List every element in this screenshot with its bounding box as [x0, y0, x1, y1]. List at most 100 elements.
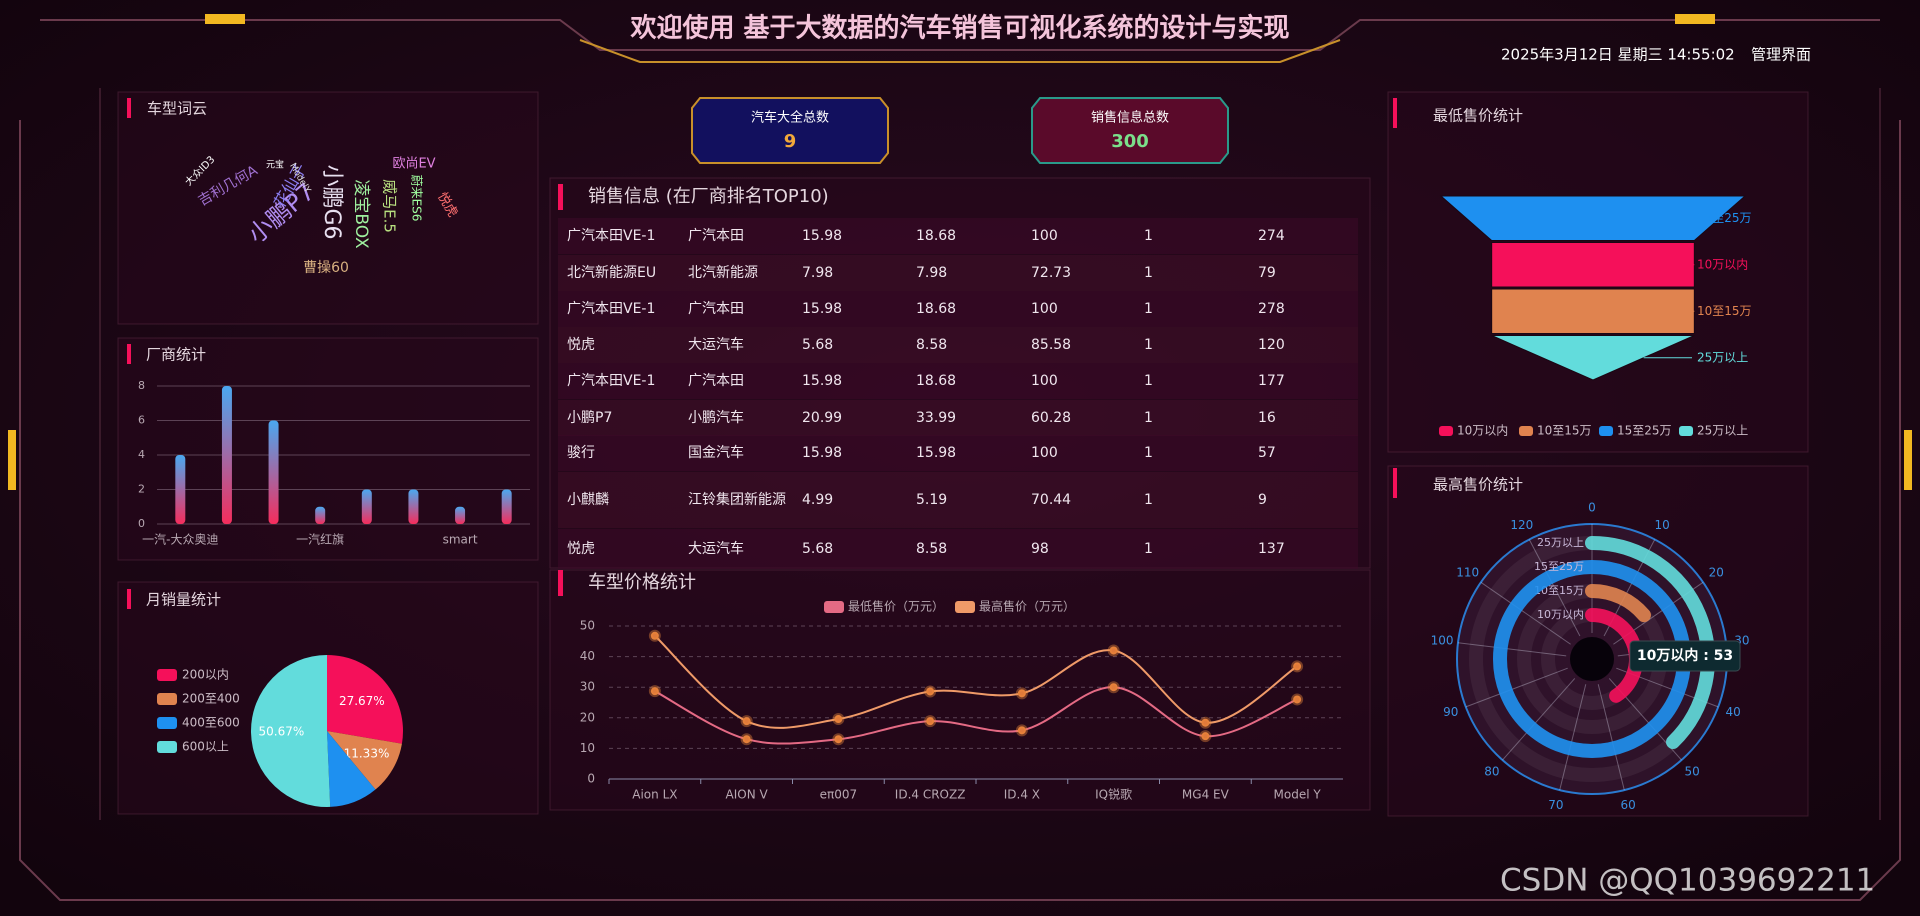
y-tick-label: 0 — [138, 517, 145, 530]
table-cell: 小麒麟 — [567, 492, 609, 508]
counter-box — [1031, 97, 1229, 164]
angle-tick-label: 70 — [1548, 798, 1563, 812]
table-cell: 1 — [1144, 265, 1153, 281]
panel-title: 最高售价统计 — [1433, 476, 1523, 494]
legend-label: 25万以上 — [1697, 424, 1748, 438]
legend-swatch — [1439, 426, 1453, 436]
legend-swatch — [1679, 426, 1693, 436]
pie-slice — [250, 655, 331, 807]
table-cell: 骏行 — [567, 445, 595, 461]
funnel-label: 15至25万 — [1697, 211, 1752, 225]
funnel-label: 10万以内 — [1697, 257, 1748, 271]
table-cell: 大运汽车 — [688, 336, 744, 353]
table-cell: 4.99 — [802, 492, 833, 508]
table-cell: 广汽本田 — [688, 373, 744, 389]
table-cell: 85.58 — [1031, 337, 1071, 353]
table-row — [558, 472, 1358, 528]
table-cell: 57 — [1258, 445, 1276, 461]
table-row — [558, 400, 1358, 436]
legend-label: 600以上 — [182, 740, 229, 754]
table-cell: 18.68 — [916, 301, 956, 317]
frame-accent — [1904, 430, 1912, 490]
counter-label: 销售信息总数 — [1091, 110, 1169, 126]
table-cell: 7.98 — [802, 265, 833, 281]
radial-label: 10万以内 — [1537, 607, 1584, 621]
table-cell: 1 — [1144, 373, 1153, 389]
x-tick-label: Aion LX — [632, 788, 677, 802]
tooltip-box — [1629, 640, 1741, 672]
table-cell: 广汽本田VE-1 — [567, 301, 655, 317]
angle-tick-label: 120 — [1510, 518, 1533, 532]
angle-grid-line — [1480, 581, 1571, 645]
panel-title: 厂商统计 — [146, 346, 206, 364]
legend-label: 200以内 — [182, 668, 229, 682]
radial-label: 25万以上 — [1537, 536, 1584, 549]
pie-slice — [327, 731, 402, 790]
table-cell: 137 — [1258, 541, 1285, 557]
table-cell: 国金汽车 — [688, 444, 744, 461]
table-cell: 1 — [1144, 410, 1153, 426]
table-cell: 18.68 — [916, 373, 956, 389]
table-row — [558, 218, 1358, 254]
data-point — [740, 715, 753, 728]
table-cell: 江铃集团新能源 — [688, 491, 786, 508]
table-cell: 1 — [1144, 301, 1153, 317]
x-tick-label: 一汽红旗 — [296, 532, 344, 547]
table-cell: 60.28 — [1031, 410, 1071, 426]
table-cell: 100 — [1031, 301, 1058, 317]
panel-title: 车型词云 — [147, 100, 207, 118]
panel — [117, 91, 539, 325]
accent — [558, 184, 563, 210]
table-cell: 1 — [1144, 445, 1153, 461]
data-point — [740, 733, 753, 746]
series-line — [654, 686, 1298, 745]
table-cell: 1 — [1144, 492, 1153, 508]
bar — [221, 386, 232, 524]
legend-swatch — [1519, 426, 1533, 436]
accent — [127, 98, 131, 118]
angle-tick-label: 60 — [1620, 798, 1635, 812]
word: 凌宝BOX — [351, 179, 371, 249]
table-cell: 悦虎 — [567, 337, 595, 353]
polar-bar — [1585, 584, 1651, 623]
table-cell: 1 — [1144, 337, 1153, 353]
table-row — [558, 529, 1358, 569]
table-cell: 15.98 — [802, 445, 842, 461]
admin-link[interactable]: 管理界面 — [1751, 46, 1811, 64]
word: 蔚来ES6 — [410, 175, 424, 222]
table-cell: 5.19 — [916, 492, 947, 508]
frame-top — [40, 19, 1880, 51]
table-cell: 15.98 — [802, 373, 842, 389]
polar-hole — [1570, 637, 1614, 681]
angle-grid-line — [1597, 684, 1625, 791]
panel-title: 月销量统计 — [146, 591, 221, 609]
radial-label: 10至15万 — [1534, 584, 1584, 597]
legend-label: 最高售价（万元） — [979, 599, 1075, 614]
bar — [361, 489, 372, 524]
bar — [268, 420, 279, 524]
x-tick-label: smart — [443, 533, 478, 547]
y-tick-label: 0 — [587, 772, 595, 786]
x-tick-label: 一汽-大众奥迪 — [142, 532, 218, 547]
table-cell: 小鹏P7 — [567, 410, 612, 426]
title-accents — [127, 98, 1397, 609]
legend-swatch — [157, 717, 177, 729]
polar-bar — [1585, 536, 1715, 750]
angle-tick-label: 40 — [1726, 705, 1741, 719]
pie-slice — [327, 655, 403, 744]
legend-label: 400至600 — [182, 716, 240, 730]
pie-slice — [327, 731, 376, 807]
table-cell: 20.99 — [802, 410, 842, 426]
legend-swatch — [157, 669, 177, 681]
table-row — [558, 291, 1358, 327]
table-cell: 大运汽车 — [688, 540, 744, 557]
accent — [1393, 98, 1397, 128]
word: 欧尚EV — [392, 157, 435, 172]
table-cell: 8.58 — [916, 337, 947, 353]
table-cell: 15.98 — [802, 228, 842, 244]
legend-label: 15至25万 — [1617, 424, 1672, 438]
data-point — [832, 713, 845, 726]
panel — [117, 337, 539, 561]
y-tick-label: 20 — [580, 710, 595, 724]
